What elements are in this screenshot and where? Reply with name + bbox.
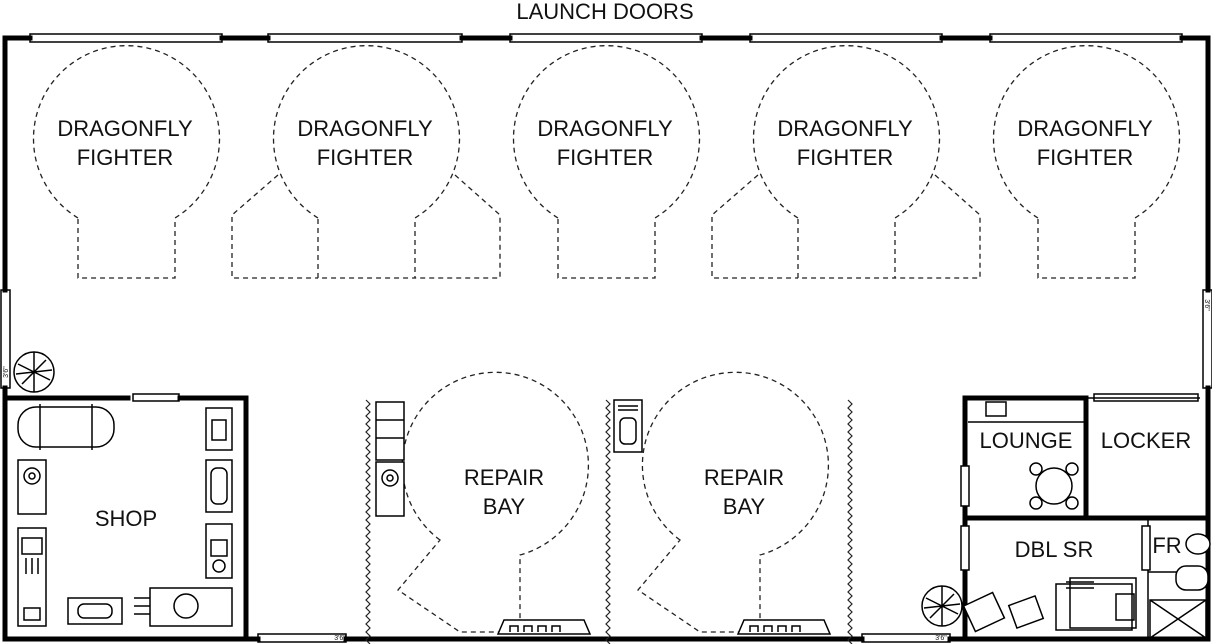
svg-text:DRAGONFLY: DRAGONFLY xyxy=(1017,116,1153,141)
launch-doors-label: LAUNCH DOORS xyxy=(516,0,693,24)
fighter-spot: DRAGONFLY FIGHTER xyxy=(992,45,1181,279)
dbl-sr-label: DBL SR xyxy=(1015,537,1094,562)
crew-quarters: LOUNGE LOCKER DBL SR FR xyxy=(960,393,1211,642)
fighter-spots: DRAGONFLY FIGHTER DRAGONFLY FIGHTER DRAG… xyxy=(32,45,1181,279)
fr-label: FR xyxy=(1152,533,1181,558)
svg-text:FIGHTER: FIGHTER xyxy=(557,145,654,170)
svg-text:3'6": 3'6" xyxy=(334,635,346,642)
svg-text:DRAGONFLY: DRAGONFLY xyxy=(537,116,673,141)
svg-text:FIGHTER: FIGHTER xyxy=(797,145,894,170)
repair-bay: REPAIR BAY xyxy=(613,371,832,635)
plant-icon xyxy=(13,351,55,393)
lounge-label: LOUNGE xyxy=(980,428,1073,453)
svg-text:BAY: BAY xyxy=(483,494,526,519)
svg-text:DRAGONFLY: DRAGONFLY xyxy=(297,116,433,141)
svg-text:REPAIR: REPAIR xyxy=(464,465,544,490)
fighter-spot: DRAGONFLY FIGHTER xyxy=(711,45,981,279)
fighter-spot: DRAGONFLY FIGHTER xyxy=(231,45,501,279)
svg-text:BAY: BAY xyxy=(723,494,766,519)
outer-walls xyxy=(2,35,1211,642)
locker-label: LOCKER xyxy=(1101,428,1191,453)
svg-text:REPAIR: REPAIR xyxy=(704,465,784,490)
svg-text:3'6": 3'6" xyxy=(935,635,947,642)
shop-label: SHOP xyxy=(95,506,157,531)
repair-bay: REPAIR BAY xyxy=(375,371,592,635)
repair-bays: REPAIR BAY REPAIR BAY xyxy=(365,371,853,644)
shop-room: SHOP xyxy=(2,393,249,642)
svg-text:FIGHTER: FIGHTER xyxy=(317,145,414,170)
fighter-spot: DRAGONFLY FIGHTER xyxy=(512,45,701,279)
svg-text:3'6": 3'6" xyxy=(3,366,10,378)
svg-text:FIGHTER: FIGHTER xyxy=(77,145,174,170)
launch-doors xyxy=(29,33,1183,43)
fighter-spot: DRAGONFLY FIGHTER xyxy=(32,45,221,279)
side-doors: 3'6" 3'6" 3'6" 3'6" xyxy=(0,289,1212,643)
svg-text:DRAGONFLY: DRAGONFLY xyxy=(57,116,193,141)
plant-icon xyxy=(921,585,963,627)
svg-text:FIGHTER: FIGHTER xyxy=(1037,145,1134,170)
svg-text:3'6": 3'6" xyxy=(1203,299,1210,311)
svg-text:DRAGONFLY: DRAGONFLY xyxy=(777,116,913,141)
